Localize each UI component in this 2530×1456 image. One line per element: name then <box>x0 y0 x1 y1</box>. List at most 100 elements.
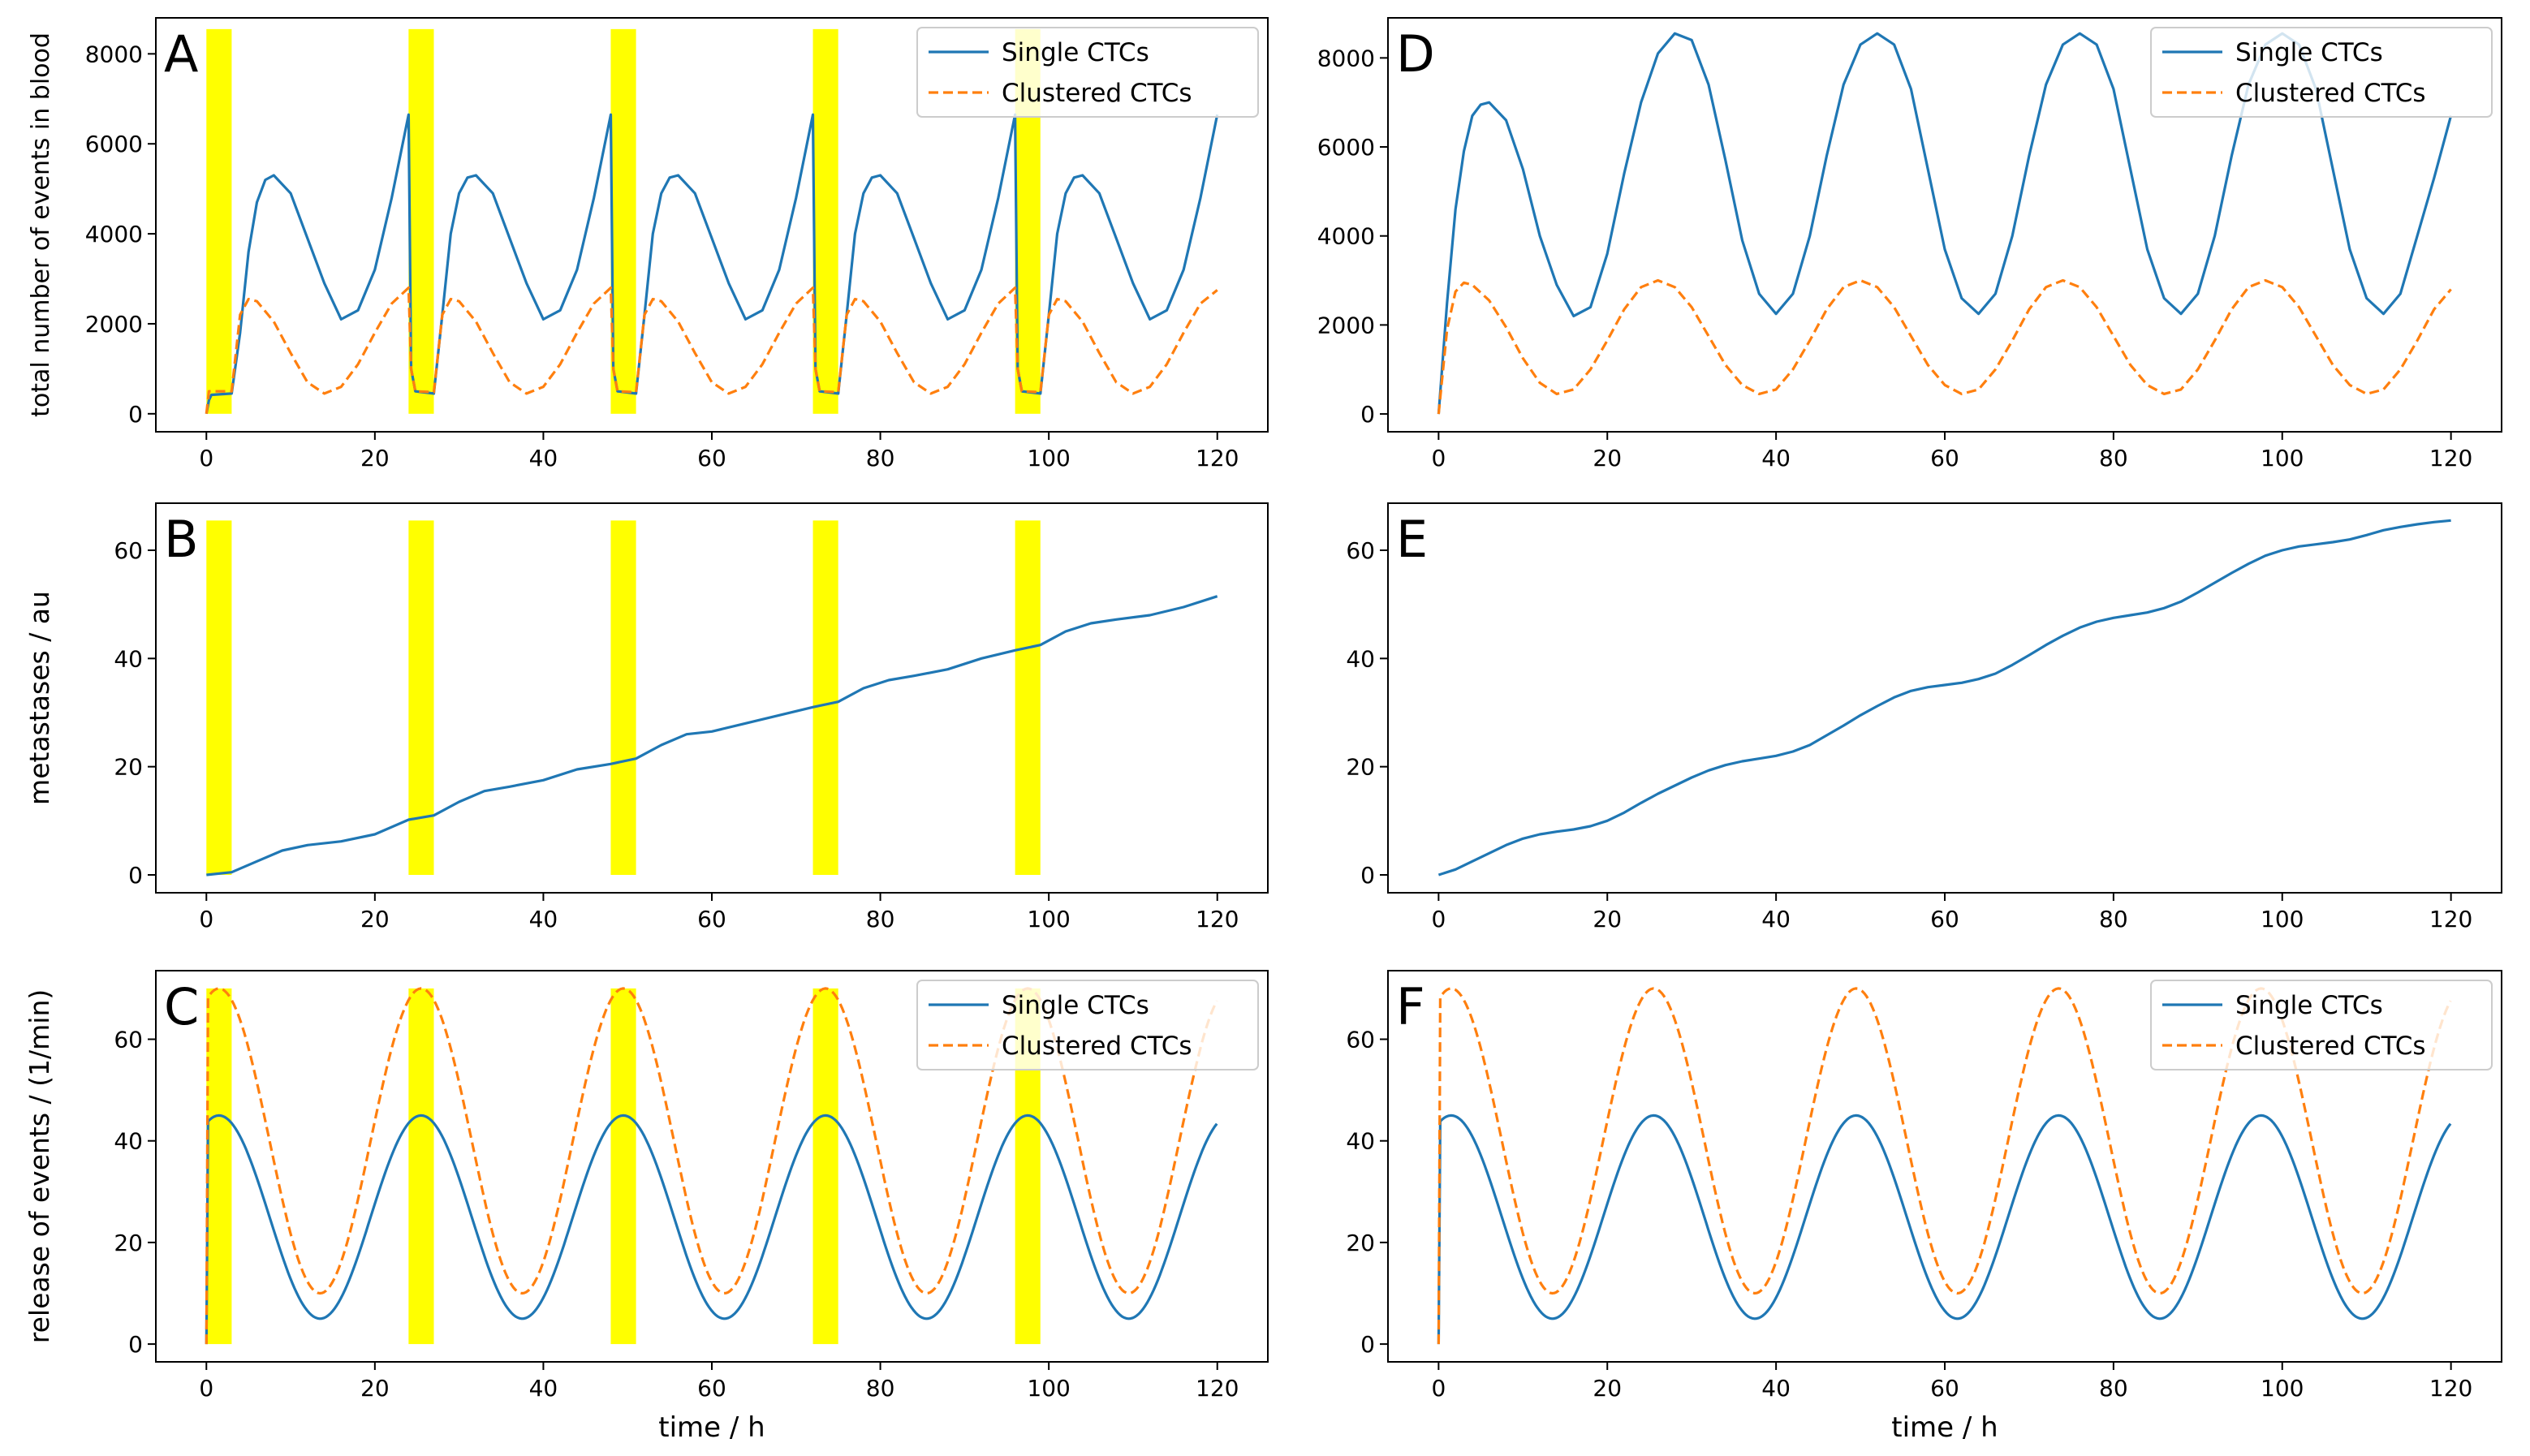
x-tick-label: 80 <box>866 445 895 472</box>
x-tick-label: 0 <box>1431 445 1446 472</box>
x-tick-label: 120 <box>2429 1375 2472 1402</box>
highlight-band <box>812 988 838 1345</box>
panel-label: D <box>1396 24 1435 84</box>
x-tick-label: 60 <box>1930 906 1959 933</box>
series-line-single <box>205 113 1219 415</box>
x-tick-label: 60 <box>697 445 726 472</box>
x-tick-label: 40 <box>529 906 558 933</box>
highlight-band <box>206 28 232 414</box>
y-tick-label: 20 <box>1346 754 1375 781</box>
x-tick-label: 100 <box>2261 906 2304 933</box>
panel-label: E <box>1396 510 1428 569</box>
x-tick-label: 60 <box>697 1375 726 1402</box>
panel-d: 0 20 40 60 80 100 120 0 2000 4000 6000 8000 D Single … <box>1317 17 2502 472</box>
y-tick-label: 8000 <box>1317 45 1375 71</box>
y-tick-label: 2000 <box>1317 312 1375 338</box>
legend-label: Single CTCs <box>1002 991 1149 1020</box>
y-tick-label: 0 <box>1360 401 1375 428</box>
plot-frame <box>155 502 1269 894</box>
y-tick-label: 0 <box>128 1331 143 1358</box>
highlight-band <box>610 520 636 875</box>
x-tick-label: 0 <box>199 906 213 933</box>
x-tick-label: 80 <box>2099 1375 2128 1402</box>
x-tick-label: 120 <box>1196 1375 1239 1402</box>
x-axis-label: time / h <box>658 1411 765 1444</box>
x-tick-label: 60 <box>1930 1375 1959 1402</box>
y-axis-label: metastases / au <box>24 591 55 805</box>
legend-box <box>916 980 1259 1070</box>
series-line-single <box>206 595 1218 877</box>
x-tick-label: 20 <box>360 1375 390 1402</box>
series-line-single <box>205 1114 1218 1345</box>
highlight-band <box>408 520 434 875</box>
panel-label: B <box>164 510 199 569</box>
legend-label: Clustered CTCs <box>1002 1032 1192 1061</box>
highlight-band <box>1015 520 1041 875</box>
legend-label: Single CTCs <box>1002 38 1149 67</box>
series-line-clustered <box>1437 278 2452 415</box>
x-tick-label: 120 <box>1196 445 1239 472</box>
y-tick-label: 0 <box>128 401 143 428</box>
x-tick-label: 20 <box>1593 906 1622 933</box>
x-tick-label: 40 <box>529 445 558 472</box>
x-tick-label: 120 <box>1196 906 1239 933</box>
y-axis-label: release of events / (1/min) <box>24 989 55 1344</box>
x-tick-label: 20 <box>1593 445 1622 472</box>
plot-frame <box>1387 502 2502 894</box>
highlight-band <box>812 28 838 414</box>
x-tick-label: 80 <box>2099 445 2128 472</box>
x-tick-label: 60 <box>697 906 726 933</box>
panel-e: 0 20 40 60 80 100 120 0 20 40 60 E <box>1346 502 2502 933</box>
y-tick-label: 4000 <box>85 221 143 248</box>
y-tick-label: 60 <box>1346 537 1375 564</box>
panel-c: 0 20 40 60 80 100 120 0 20 40 60 release of events … <box>24 970 1269 1444</box>
legend-box <box>2150 980 2493 1070</box>
y-tick-label: 60 <box>1346 1027 1375 1053</box>
x-tick-label: 0 <box>199 445 213 472</box>
y-tick-label: 20 <box>114 1230 143 1256</box>
x-tick-label: 20 <box>1593 1375 1622 1402</box>
legend-label: Clustered CTCs <box>2235 1032 2426 1061</box>
highlight-band <box>206 988 232 1345</box>
y-tick-label: 40 <box>114 1128 143 1155</box>
y-tick-label: 20 <box>114 754 143 781</box>
y-tick-label: 6000 <box>1317 134 1375 161</box>
highlight-band <box>812 520 838 875</box>
legend-label: Clustered CTCs <box>1002 79 1192 108</box>
panel-b: 0 20 40 60 80 100 120 0 20 40 60 metastases / au B <box>24 502 1269 933</box>
y-tick-label: 0 <box>1360 862 1375 889</box>
x-tick-label: 80 <box>866 906 895 933</box>
legend-box <box>916 27 1259 118</box>
panel-label: C <box>164 977 199 1036</box>
highlight-band <box>408 28 434 414</box>
y-tick-label: 40 <box>1346 645 1375 672</box>
y-tick-label: 0 <box>128 862 143 889</box>
x-tick-label: 0 <box>1431 906 1446 933</box>
series-line-clustered <box>205 286 1218 414</box>
x-tick-label: 40 <box>1761 445 1791 472</box>
x-tick-label: 0 <box>1431 1375 1446 1402</box>
x-tick-label: 80 <box>866 1375 895 1402</box>
y-tick-label: 6000 <box>85 131 143 157</box>
y-tick-label: 60 <box>114 1027 143 1053</box>
x-tick-label: 100 <box>1027 1375 1070 1402</box>
x-tick-label: 0 <box>199 1375 213 1402</box>
legend-label: Single CTCs <box>2235 991 2383 1020</box>
x-tick-label: 20 <box>360 906 390 933</box>
series-group <box>1437 519 2451 877</box>
x-tick-label: 40 <box>1761 906 1791 933</box>
x-tick-label: 40 <box>1761 1375 1791 1402</box>
y-tick-label: 20 <box>1346 1230 1375 1256</box>
series-line-single <box>1437 519 2451 877</box>
x-tick-label: 80 <box>2099 906 2128 933</box>
x-axis-label: time / h <box>1891 1411 1998 1444</box>
y-tick-label: 2000 <box>85 311 143 338</box>
y-tick-label: 40 <box>1346 1128 1375 1155</box>
x-tick-label: 20 <box>360 445 390 472</box>
legend-box <box>2150 27 2493 118</box>
y-tick-label: 0 <box>1360 1331 1375 1358</box>
series-line-single <box>1437 1114 2452 1345</box>
series-group <box>206 595 1218 877</box>
panel-f: 0 20 40 60 80 100 120 0 20 40 60 time / h F Single CT… <box>1346 970 2502 1444</box>
